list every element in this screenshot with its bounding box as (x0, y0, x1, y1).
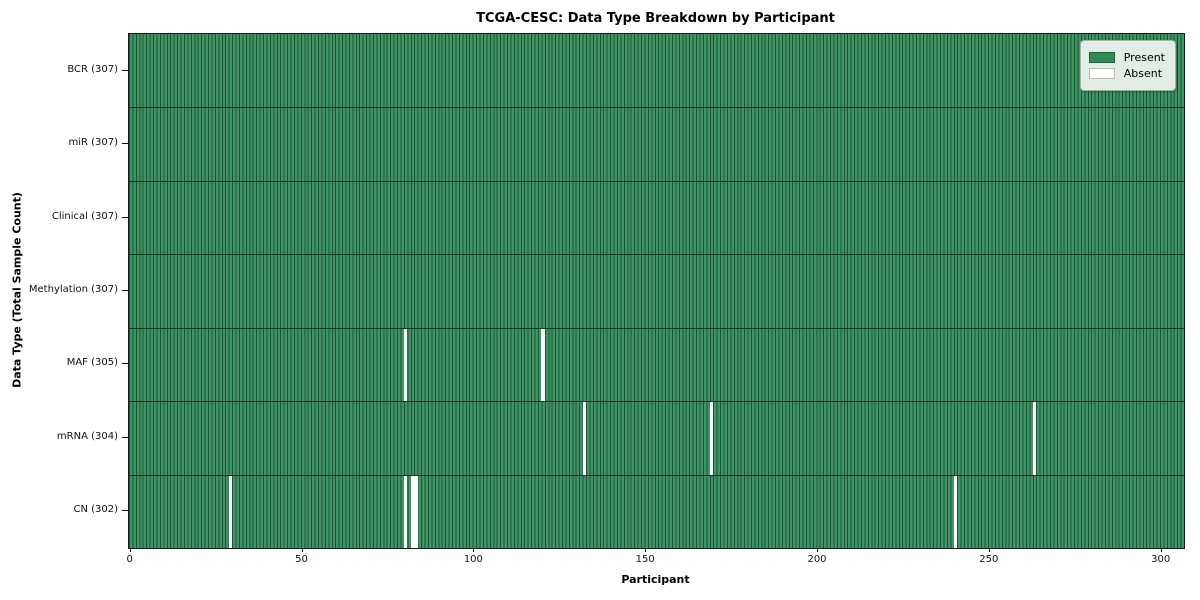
row-separator (129, 401, 1184, 403)
y-tick-mark (122, 290, 128, 291)
y-tick-mark (122, 363, 128, 365)
x-tick-mark (1160, 548, 1162, 552)
y-tick-label-Methylation: Methylation (307) (28, 284, 118, 295)
legend: Present Absent (1079, 40, 1176, 91)
x-tick-mark (988, 548, 990, 552)
y-tick-mark (122, 69, 128, 71)
x-tick-mark (129, 548, 131, 552)
row-separator (129, 327, 1184, 329)
absent-cell-MAF-120 (541, 327, 545, 402)
x-axis-label: Participant (621, 573, 690, 586)
absent-cell-mRNA-263 (1032, 401, 1037, 475)
absent-cell-CN-240 (953, 474, 958, 548)
y-tick-mark (122, 216, 128, 218)
y-tick-label-CN: CN (302) (73, 504, 118, 516)
y-tick-mark (122, 143, 128, 145)
absent-cell-CN-82 (410, 474, 415, 548)
y-tick-label-BCR: BCR (307) (67, 63, 118, 75)
y-tick-mark (122, 436, 128, 438)
row-separator (129, 107, 1184, 109)
legend-label-present: Present (1123, 51, 1165, 64)
x-tick-label-50: 50 (295, 554, 308, 565)
absent-cell-mRNA-169 (709, 401, 714, 475)
absent-cell-MAF-80 (403, 327, 408, 402)
x-tick-label-150: 150 (635, 554, 655, 565)
x-tick-label-250: 250 (979, 554, 999, 565)
row-separator (129, 180, 1184, 182)
x-tick-label-100: 100 (463, 554, 483, 565)
absent-swatch-icon (1088, 68, 1115, 79)
x-tick-mark (473, 548, 475, 552)
y-tick-label-miR: miR (307) (68, 137, 118, 149)
chart-title: TCGA-CESC: Data Type Breakdown by Partic… (476, 11, 835, 26)
legend-item-present: Present (1088, 51, 1165, 64)
x-tick-mark (645, 548, 647, 552)
y-tick-mark (122, 510, 128, 512)
absent-cell-CN-80 (403, 474, 408, 548)
legend-label-absent: Absent (1123, 67, 1163, 80)
absent-cell-mRNA-132 (582, 401, 587, 475)
x-tick-mark (301, 548, 303, 552)
x-tick-mark (817, 548, 818, 552)
present-swatch-icon (1088, 52, 1115, 63)
row-separator (129, 254, 1184, 256)
row-separator (129, 474, 1184, 476)
y-tick-label-MAF: MAF (305) (66, 357, 118, 369)
legend-item-absent: Absent (1088, 67, 1165, 80)
absent-cell-CN-83 (414, 474, 418, 548)
absent-cell-CN-29 (228, 474, 233, 548)
y-tick-label-Clinical: Clinical (307) (51, 210, 118, 222)
x-tick-label-300: 300 (1151, 554, 1171, 565)
y-tick-label-mRNA: mRNA (304) (56, 430, 118, 442)
x-tick-label-200: 200 (807, 554, 827, 565)
x-tick-label-0: 0 (126, 554, 133, 565)
heatmap-plot-area (128, 33, 1185, 549)
